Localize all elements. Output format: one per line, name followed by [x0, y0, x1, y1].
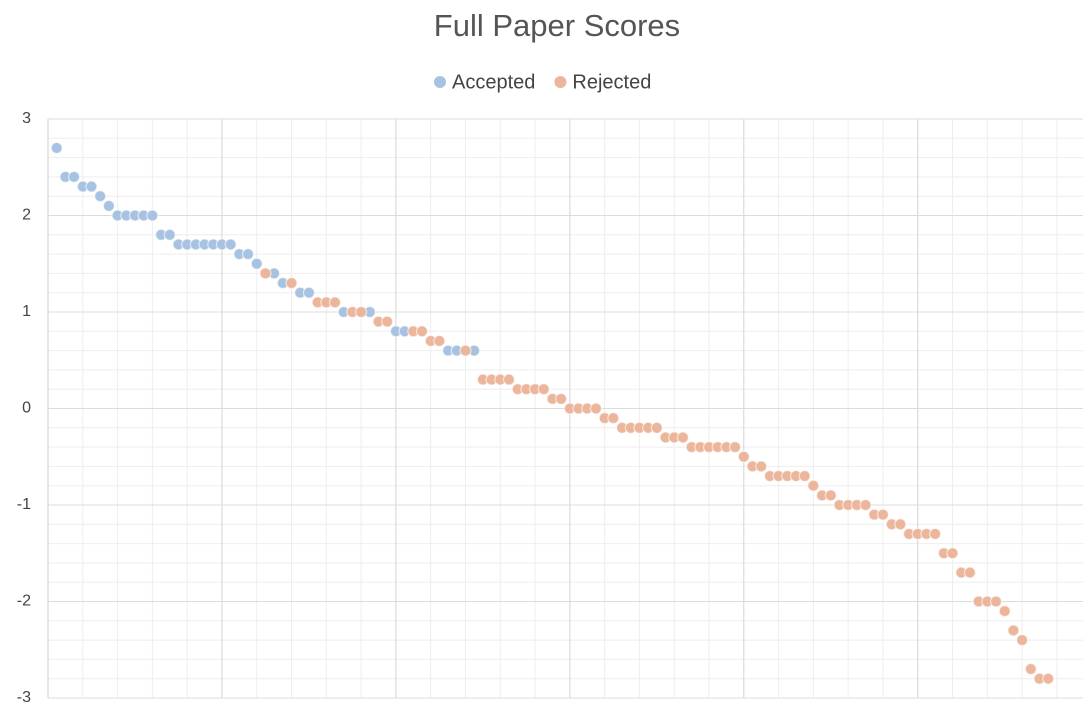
- point: [998, 605, 1011, 618]
- point: [537, 383, 550, 396]
- point: [963, 566, 977, 579]
- point: [433, 334, 446, 348]
- point: [798, 469, 811, 483]
- y-tick-label: -3: [17, 689, 31, 706]
- legend-label: Accepted: [452, 71, 535, 93]
- point: [946, 547, 959, 560]
- point: [259, 267, 272, 280]
- point: [1007, 624, 1020, 637]
- point: [94, 190, 107, 203]
- point: [355, 305, 368, 319]
- point: [302, 286, 316, 299]
- point: [67, 170, 81, 183]
- point: [989, 595, 1003, 608]
- point: [1042, 672, 1055, 685]
- point: [1016, 633, 1029, 647]
- point: [285, 276, 298, 290]
- point: [502, 373, 516, 386]
- y-tick-label: -1: [17, 496, 31, 513]
- point: [807, 479, 820, 492]
- point: [85, 180, 98, 193]
- legend-marker: [434, 76, 446, 88]
- point: [241, 248, 255, 261]
- point: [102, 199, 115, 212]
- point: [163, 228, 176, 241]
- y-tick-label: 2: [22, 207, 31, 224]
- point: [328, 296, 342, 309]
- point: [729, 441, 742, 454]
- point: [876, 508, 890, 521]
- point: [755, 460, 768, 473]
- point: [459, 344, 472, 357]
- point: [676, 431, 690, 444]
- y-tick-label: 1: [22, 303, 31, 320]
- legend-marker: [554, 76, 567, 88]
- y-tick-label: 3: [22, 110, 31, 127]
- point: [250, 257, 263, 270]
- point: [555, 392, 568, 405]
- point: [381, 315, 394, 328]
- point: [146, 209, 159, 222]
- point: [1024, 662, 1037, 676]
- point: [824, 489, 837, 502]
- point: [894, 518, 907, 531]
- chart-title: Full Paper Scores: [434, 8, 680, 43]
- point: [929, 527, 942, 541]
- point: [589, 402, 603, 415]
- point: [607, 412, 620, 425]
- point: [415, 325, 429, 338]
- point: [224, 238, 237, 251]
- y-tick-label: -2: [17, 593, 31, 610]
- point: [737, 450, 750, 463]
- point: [859, 498, 872, 512]
- point: [50, 141, 63, 155]
- legend-label: Rejected: [572, 71, 651, 93]
- point: [650, 421, 663, 434]
- y-tick-label: 0: [22, 400, 31, 417]
